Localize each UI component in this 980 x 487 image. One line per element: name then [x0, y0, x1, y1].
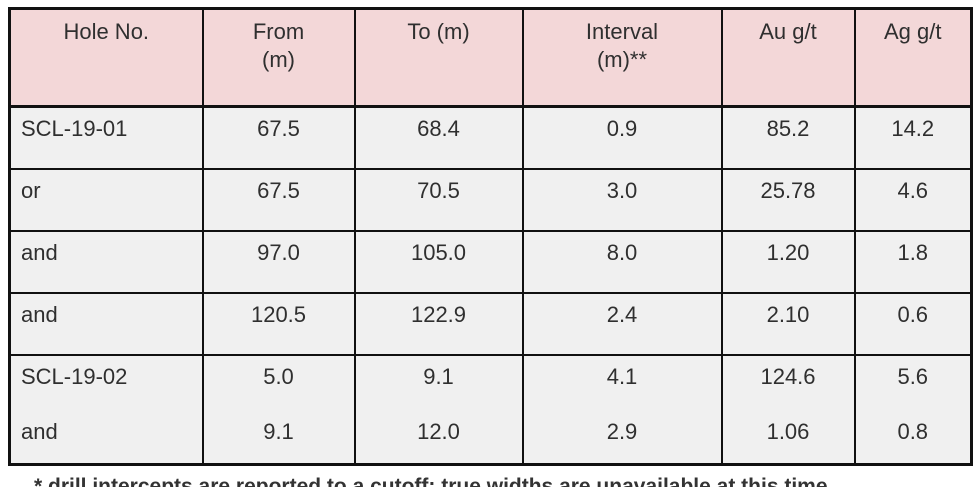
table-row: and 97.0 105.0 8.0 1.20 1.8	[8, 230, 973, 294]
cell-line-1: 9.1	[423, 364, 454, 389]
cell-interval: 4.1 2.9	[521, 354, 723, 466]
cell-hole-no: or	[8, 168, 204, 232]
cell-from: 67.5	[201, 168, 356, 232]
column-header-au-gt: Au g/t	[720, 7, 856, 108]
cell-interval: 2.4	[521, 292, 723, 356]
cell-line-2: 12.0	[417, 419, 460, 445]
cell-interval: 0.9	[521, 105, 723, 170]
cell-ag: 4.6	[853, 168, 973, 232]
table-row: and 120.5 122.9 2.4 2.10 0.6	[8, 292, 973, 356]
column-header-to-m: To (m)	[353, 7, 524, 108]
assay-results-table: Hole No. From (m) To (m) Interval (m)** …	[8, 7, 973, 466]
cell-to: 70.5	[353, 168, 524, 232]
cell-interval: 8.0	[521, 230, 723, 294]
column-header-interval-m: Interval (m)**	[521, 7, 723, 108]
cell-hole-no: and	[8, 292, 204, 356]
cell-ag: 1.8	[853, 230, 973, 294]
cell-au: 124.6 1.06	[720, 354, 856, 466]
cell-to: 122.9	[353, 292, 524, 356]
column-header-hole-no: Hole No.	[8, 7, 204, 108]
cell-au: 85.2	[720, 105, 856, 170]
clipped-footnote-text: * drill intercepts are reported to a cut…	[34, 475, 828, 487]
cell-from: 120.5	[201, 292, 356, 356]
cell-line-2: 2.9	[606, 419, 638, 445]
cell-from: 67.5	[201, 105, 356, 170]
cell-hole-no: SCL-19-01	[8, 105, 204, 170]
cell-to: 105.0	[353, 230, 524, 294]
cell-from: 97.0	[201, 230, 356, 294]
cell-to: 9.1 12.0	[353, 354, 524, 466]
table-row: SCL-19-01 67.5 68.4 0.9 85.2 14.2	[8, 105, 973, 170]
cell-au: 2.10	[720, 292, 856, 356]
cell-from: 5.0 9.1	[201, 354, 356, 466]
cell-au: 1.20	[720, 230, 856, 294]
cell-line-2: 9.1	[263, 419, 294, 445]
table-row-group-scl-19-02: SCL-19-02 and 5.0 9.1 9.1 12.0 4.1 2.9 1…	[8, 354, 973, 466]
header-row: Hole No. From (m) To (m) Interval (m)** …	[8, 7, 973, 108]
cell-line-1: SCL-19-02	[21, 364, 128, 389]
table-row: or 67.5 70.5 3.0 25.78 4.6	[8, 168, 973, 232]
cell-line-2: and	[21, 419, 58, 445]
cell-to: 68.4	[353, 105, 524, 170]
cell-line-1: 4.1	[606, 364, 638, 389]
cell-ag: 14.2	[853, 105, 973, 170]
cell-line-2: 1.06	[766, 419, 810, 445]
cell-line-1: 124.6	[760, 364, 816, 389]
cell-line-2: 0.8	[897, 419, 929, 445]
cell-ag: 5.6 0.8	[853, 354, 973, 466]
cell-ag: 0.6	[853, 292, 973, 356]
cell-interval: 3.0	[521, 168, 723, 232]
cell-au: 25.78	[720, 168, 856, 232]
cell-line-1: 5.6	[897, 364, 929, 389]
cell-line-1: 5.0	[263, 364, 294, 389]
cell-hole-no: SCL-19-02 and	[8, 354, 204, 466]
column-header-from-m: From (m)	[201, 7, 356, 108]
cell-hole-no: and	[8, 230, 204, 294]
column-header-ag-gt: Ag g/t	[853, 7, 973, 108]
